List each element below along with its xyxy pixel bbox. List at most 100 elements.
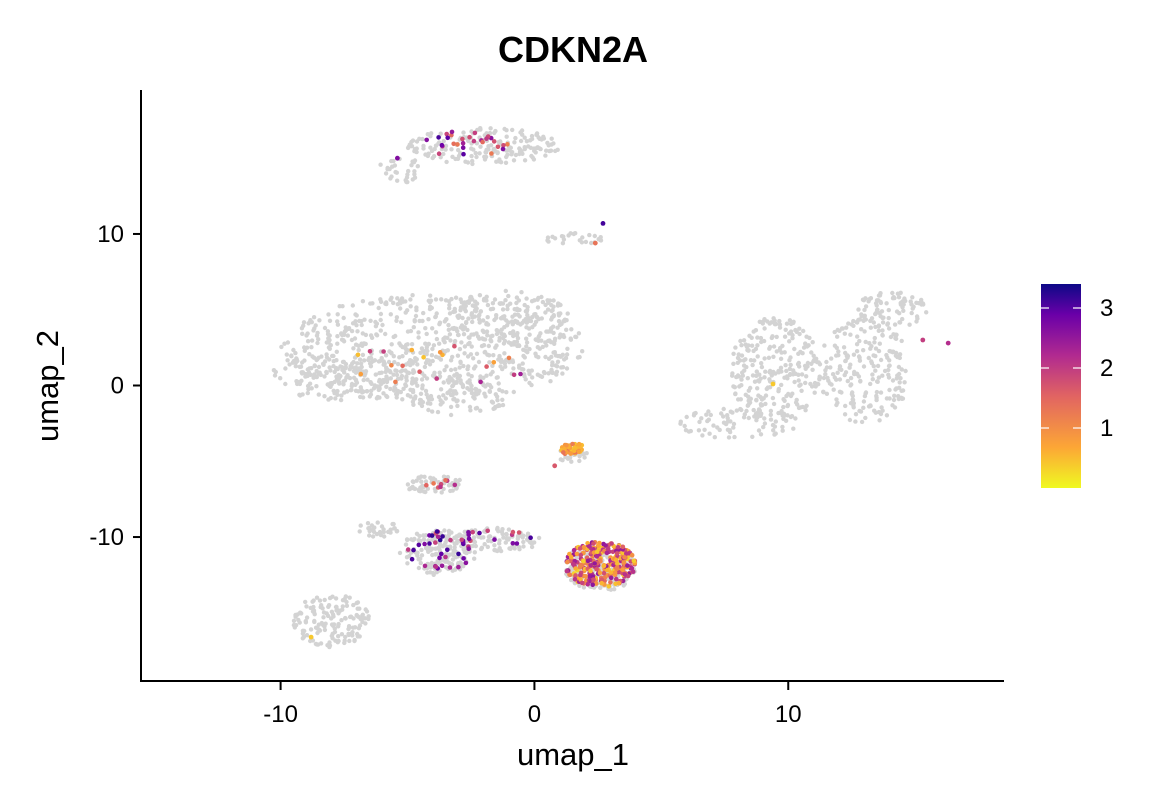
expressing-cell-point (604, 550, 610, 556)
cell-point (565, 346, 570, 351)
cell-point (334, 608, 339, 613)
cell-point (361, 377, 366, 383)
cell-point (537, 146, 542, 151)
cell-point (335, 388, 340, 394)
expressing-cell-point (485, 528, 491, 534)
cell-point (731, 384, 736, 389)
cell-point (317, 628, 323, 633)
cell-point (467, 381, 473, 386)
cell-point (343, 594, 348, 599)
cell-point (455, 314, 460, 319)
cell-point (494, 394, 500, 399)
cell-point (308, 638, 313, 644)
cell-point (900, 396, 906, 401)
cell-point (773, 419, 778, 424)
cell-point (473, 299, 478, 304)
cell-point (394, 170, 399, 175)
cell-point (471, 394, 476, 400)
cell-point (546, 143, 551, 148)
cell-point (389, 158, 394, 164)
x-tick-label: 10 (775, 701, 802, 728)
cell-point (371, 386, 377, 391)
cell-point (778, 356, 784, 361)
expressing-cell-point (516, 530, 522, 535)
cell-point (763, 369, 768, 374)
expressing-cell-point (422, 563, 428, 569)
cell-point (859, 313, 864, 319)
expressing-cell-point (452, 482, 458, 488)
cell-point (421, 146, 426, 151)
cell-point (527, 346, 532, 352)
cell-point (748, 358, 754, 363)
expressing-cell-point (631, 558, 637, 564)
cell-point (395, 361, 401, 367)
cell-point (434, 570, 439, 575)
cell-point (745, 376, 750, 381)
cell-point (485, 333, 490, 338)
cell-point (486, 343, 491, 349)
cell-point (794, 397, 799, 403)
cell-point (450, 384, 455, 389)
cell-point (461, 130, 466, 135)
cell-point (490, 333, 495, 338)
cell-point (436, 394, 442, 400)
cell-point (394, 395, 399, 400)
expressing-cell-point (608, 575, 614, 581)
cell-point (310, 354, 315, 359)
cell-point (824, 391, 830, 396)
cell-point (581, 585, 587, 590)
cell-point (395, 296, 400, 301)
cell-point (409, 163, 414, 168)
cell-point (433, 330, 439, 335)
cell-point (548, 340, 554, 345)
cell-point (862, 307, 867, 313)
cell-point (437, 370, 442, 375)
cell-point (899, 388, 904, 393)
cell-point (481, 375, 486, 380)
colorbar-tick-label: 3 (1100, 295, 1113, 322)
cell-point (297, 364, 302, 369)
cell-point (316, 364, 322, 370)
cell-point (474, 351, 480, 356)
cell-point (317, 318, 322, 323)
cell-point (909, 302, 914, 307)
cell-point (287, 362, 292, 367)
cell-point (443, 143, 448, 149)
cell-point (453, 295, 459, 300)
cell-point (910, 306, 915, 311)
cell-point (483, 150, 488, 155)
cell-point (425, 401, 431, 406)
cell-point (850, 397, 856, 403)
cell-point (391, 300, 396, 306)
cell-point (569, 459, 574, 464)
cell-point (415, 164, 420, 169)
expressing-cell-point (421, 355, 426, 360)
cell-point (332, 379, 337, 385)
cell-point (458, 360, 463, 365)
expressing-cell-point (484, 136, 489, 141)
cell-point (320, 361, 326, 366)
cell-point (443, 396, 448, 401)
cell-point (388, 297, 393, 302)
cell-point (378, 297, 383, 302)
colorbar (1041, 284, 1081, 488)
cell-point (388, 176, 393, 181)
cell-point (348, 364, 353, 369)
cell-point (546, 239, 551, 244)
cell-point (598, 585, 603, 590)
cell-point (780, 343, 785, 349)
cell-point (510, 314, 515, 319)
expressing-cell-point (577, 546, 583, 551)
cell-point (462, 549, 467, 555)
cell-point (452, 373, 457, 378)
cell-point (743, 342, 748, 347)
expressing-cell-point (613, 557, 619, 563)
cell-point (882, 368, 888, 374)
cell-point (758, 335, 764, 341)
cell-point (347, 625, 352, 630)
cell-point (732, 434, 737, 440)
cell-point (497, 157, 502, 162)
cell-point (899, 367, 904, 372)
cell-point (839, 367, 844, 372)
cell-point (755, 412, 760, 418)
